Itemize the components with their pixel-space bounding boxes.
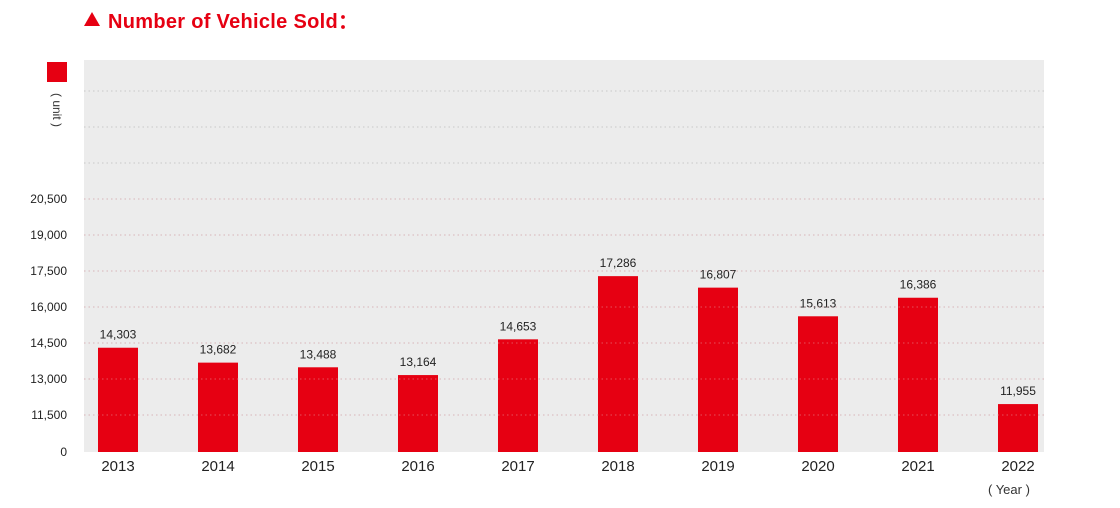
x-tick-label: 2021	[901, 458, 934, 475]
chart-title: Number of Vehicle Sold：	[84, 6, 359, 33]
x-tick-label: 2017	[501, 458, 534, 475]
triangle-up-icon	[84, 12, 100, 26]
y-tick-label: 16,000	[30, 300, 67, 314]
bar-value-label: 11,955	[1000, 384, 1036, 398]
y-tick-label: 0	[60, 445, 67, 459]
x-tick-label: 2014	[201, 458, 234, 475]
bar	[398, 375, 438, 452]
bar-value-label: 14,303	[100, 328, 137, 342]
x-tick-label: 2022	[1001, 458, 1034, 475]
bar-value-label: 13,682	[200, 343, 237, 357]
y-tick-label: 11,500	[31, 408, 67, 422]
x-tick-label: 2018	[601, 458, 634, 475]
bar	[98, 347, 138, 452]
bar	[598, 276, 638, 452]
bar-value-label: 17,286	[600, 256, 637, 270]
bar-value-label: 16,807	[700, 268, 737, 282]
x-tick-label: 2019	[701, 458, 734, 475]
bar	[698, 287, 738, 452]
x-tick-label: 2013	[101, 458, 134, 475]
y-tick-label: 19,000	[30, 228, 67, 242]
chart-title-text: Number of Vehicle Sold：	[108, 10, 359, 33]
plot-background	[84, 60, 1044, 452]
x-tick-label: 2015	[301, 458, 334, 475]
bar-value-label: 15,613	[800, 296, 837, 310]
bar	[298, 367, 338, 452]
y-tick-label: 17,500	[30, 264, 67, 278]
bar	[898, 297, 938, 452]
x-axis-unit-label: ( Year )	[988, 482, 1030, 497]
y-tick-label: 13,000	[30, 372, 67, 386]
bar	[498, 339, 538, 452]
bar-value-label: 13,164	[400, 355, 437, 369]
bar	[998, 404, 1038, 452]
bar	[798, 316, 838, 452]
x-tick-label: 2020	[801, 458, 834, 475]
bar	[198, 362, 238, 452]
bar-value-label: 16,386	[900, 278, 937, 292]
bar-value-label: 14,653	[500, 319, 537, 333]
bar-value-label: 13,488	[300, 347, 337, 361]
legend-swatch	[47, 62, 67, 82]
x-tick-label: 2016	[401, 458, 434, 475]
y-tick-label: 14,500	[30, 336, 67, 350]
y-tick-label: 20,500	[30, 192, 67, 206]
